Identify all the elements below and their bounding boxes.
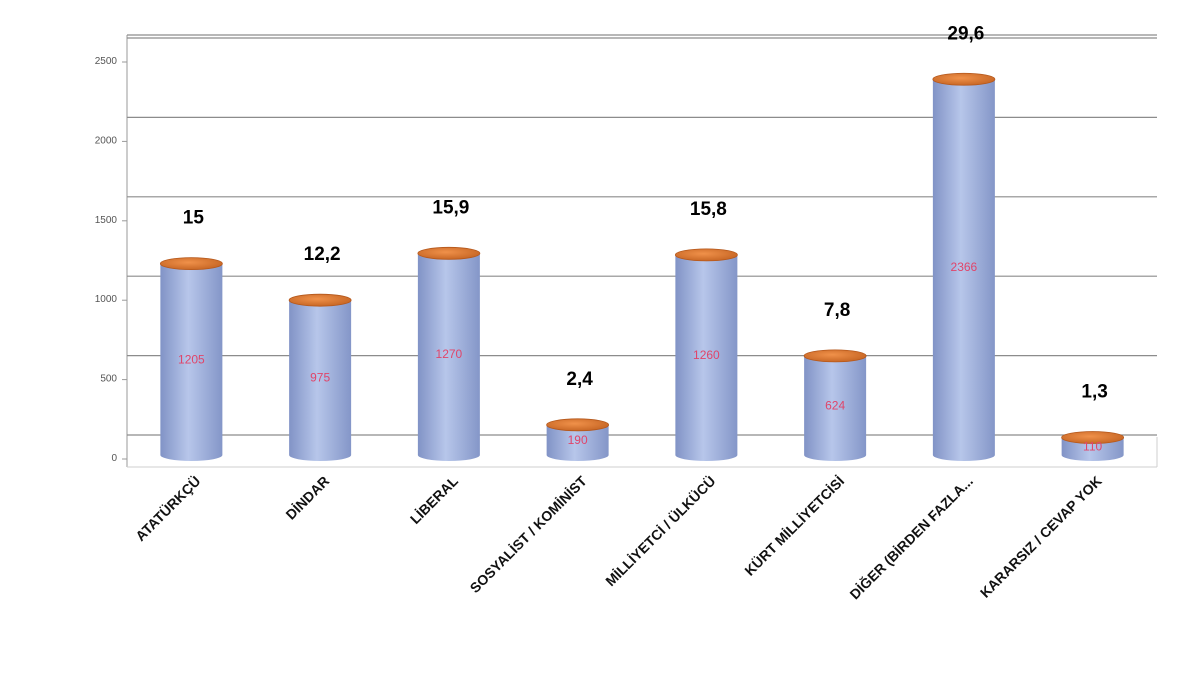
x-category-label: MİLLİYETCİ / ÜLKÜCÜ bbox=[602, 473, 718, 589]
bar-body bbox=[160, 263, 223, 461]
bar-body bbox=[417, 253, 480, 461]
bar-top bbox=[674, 248, 738, 262]
bar-percent-label: 1,3 bbox=[1081, 382, 1107, 403]
bar-value-label: 2366 bbox=[951, 260, 978, 274]
x-category-label: LİBERAL bbox=[407, 472, 462, 527]
bar-top bbox=[1061, 431, 1125, 444]
bar-top bbox=[288, 293, 352, 307]
bar-value-label: 110 bbox=[1083, 439, 1102, 453]
y-tick-label: 2500 bbox=[95, 56, 118, 67]
bar-percent-label: 15,8 bbox=[690, 199, 727, 220]
x-category-label: KARARSIZ / CEVAP YOK bbox=[977, 473, 1105, 601]
bar: 190 2,4 bbox=[546, 369, 610, 461]
bar-top bbox=[546, 418, 610, 432]
bar-body bbox=[804, 355, 867, 461]
y-axis: 0 500 1000 1500 2000 2500 bbox=[95, 56, 127, 464]
bar-body bbox=[1061, 437, 1124, 461]
bar: 1205 15 bbox=[159, 208, 223, 461]
bar-value-label: 975 bbox=[310, 371, 330, 385]
bar-percent-label: 15 bbox=[183, 208, 205, 229]
y-tick-label: 2000 bbox=[95, 135, 118, 146]
bar-percent-label: 12,2 bbox=[304, 244, 341, 265]
bar-value-label: 1270 bbox=[436, 347, 463, 361]
bar: 110 1,3 bbox=[1061, 382, 1125, 461]
bar: 624 7,8 bbox=[803, 300, 867, 461]
bar-value-label: 1260 bbox=[693, 348, 720, 362]
bar-value-label: 1205 bbox=[178, 352, 205, 366]
y-tick-label: 1500 bbox=[95, 215, 118, 226]
bar-top bbox=[159, 257, 223, 271]
bar-value-label: 190 bbox=[568, 433, 588, 447]
gridlines bbox=[126, 34, 1158, 468]
bar-value-label: 624 bbox=[825, 398, 845, 412]
x-category-label: SOSYALİST / KOMİNİST bbox=[467, 472, 590, 595]
y-tick-label: 500 bbox=[100, 374, 117, 385]
bar-percent-label: 7,8 bbox=[824, 300, 850, 321]
y-tick-label: 0 bbox=[111, 453, 117, 464]
y-tick-label: 1000 bbox=[95, 294, 118, 305]
category-labels: ATATÜRKÇÜ DİNDAR LİBERAL SOSYALİST / KOMİNİ… bbox=[132, 472, 1105, 602]
bar-top bbox=[803, 349, 867, 363]
bar: 2366 29,6 bbox=[932, 23, 996, 461]
bar-body bbox=[675, 254, 738, 461]
bar: 975 12,2 bbox=[288, 244, 352, 461]
bar-top bbox=[417, 246, 481, 260]
bar-percent-label: 29,6 bbox=[947, 23, 984, 44]
bar: 1270 15,9 bbox=[417, 197, 481, 461]
bar-body bbox=[932, 79, 995, 461]
x-category-label: KÜRT MİLLİYETCİSİ bbox=[741, 473, 847, 579]
x-category-label: DİĞER (BİRDEN FAZLA... bbox=[846, 472, 976, 602]
bar-percent-label: 2,4 bbox=[566, 369, 593, 390]
bar-body bbox=[289, 300, 352, 461]
bar-top bbox=[932, 72, 996, 86]
bar-percent-label: 15,9 bbox=[432, 197, 469, 218]
x-category-label: ATATÜRKÇÜ bbox=[132, 473, 203, 544]
x-category-label: DİNDAR bbox=[282, 473, 332, 523]
bar: 1260 15,8 bbox=[674, 199, 738, 461]
bar-body bbox=[546, 424, 609, 461]
bars: 1205 15 975 12,2 1270 15,9 190 2,4 1260 15,8 624 7,… bbox=[159, 23, 1125, 461]
